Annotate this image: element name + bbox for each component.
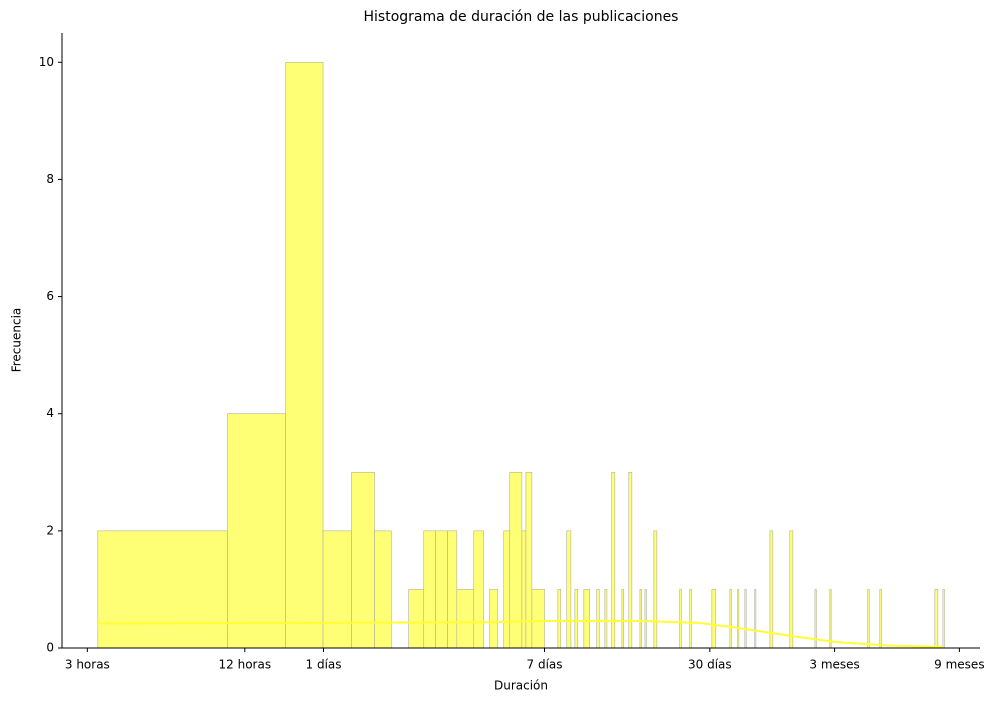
bar: [689, 589, 692, 649]
bar: [583, 589, 591, 649]
bar: [711, 589, 717, 649]
bar: [934, 589, 939, 649]
bar: [653, 530, 658, 649]
y-tick-label: 4: [46, 406, 54, 420]
y-tick-label: 8: [46, 172, 54, 186]
x-tick-label: 7 días: [527, 658, 563, 672]
y-tick-label: 2: [46, 523, 54, 537]
bar: [423, 530, 436, 649]
bar: [531, 589, 545, 649]
bar: [679, 589, 682, 649]
bar: [769, 530, 774, 649]
bar: [408, 589, 425, 649]
bar: [744, 589, 747, 649]
kde-line: [97, 620, 943, 648]
bar: [604, 589, 608, 649]
x-tick-label: 3 meses: [809, 658, 859, 672]
y-tick-label: 6: [46, 289, 54, 303]
x-tick-label: 3 horas: [65, 658, 110, 672]
bar: [557, 589, 562, 649]
bar: [754, 589, 757, 649]
x-tick-label: 1 días: [306, 658, 342, 672]
bar: [489, 589, 499, 649]
bar: [322, 530, 352, 649]
bar: [566, 530, 572, 649]
bar: [374, 530, 392, 649]
bar: [737, 589, 740, 649]
chart-title: Histograma de duración de las publicacio…: [364, 9, 679, 25]
bar: [456, 589, 475, 649]
bar: [789, 530, 794, 649]
bar: [644, 589, 647, 649]
x-tick-label: 30 días: [688, 658, 732, 672]
bar: [521, 530, 527, 649]
bar: [97, 530, 228, 649]
x-tick-label: 12 horas: [219, 658, 272, 672]
bar: [596, 589, 600, 649]
y-tick-label: 10: [39, 55, 54, 69]
bar: [729, 589, 732, 649]
bar: [621, 589, 624, 649]
x-axis-label: Duración: [494, 679, 548, 693]
bar: [867, 589, 870, 649]
bar: [285, 61, 324, 649]
bar: [879, 589, 882, 649]
y-axis-label: Frecuencia: [10, 308, 24, 373]
bar: [227, 413, 286, 649]
bar: [639, 589, 642, 649]
bar: [942, 589, 945, 649]
bar: [829, 589, 832, 649]
y-tick-label: 0: [46, 641, 54, 655]
bar: [435, 530, 448, 649]
bar: [503, 530, 511, 649]
bar: [447, 530, 458, 649]
bar: [574, 589, 579, 649]
x-tick-label: 9 meses: [934, 658, 984, 672]
bar: [473, 530, 484, 649]
